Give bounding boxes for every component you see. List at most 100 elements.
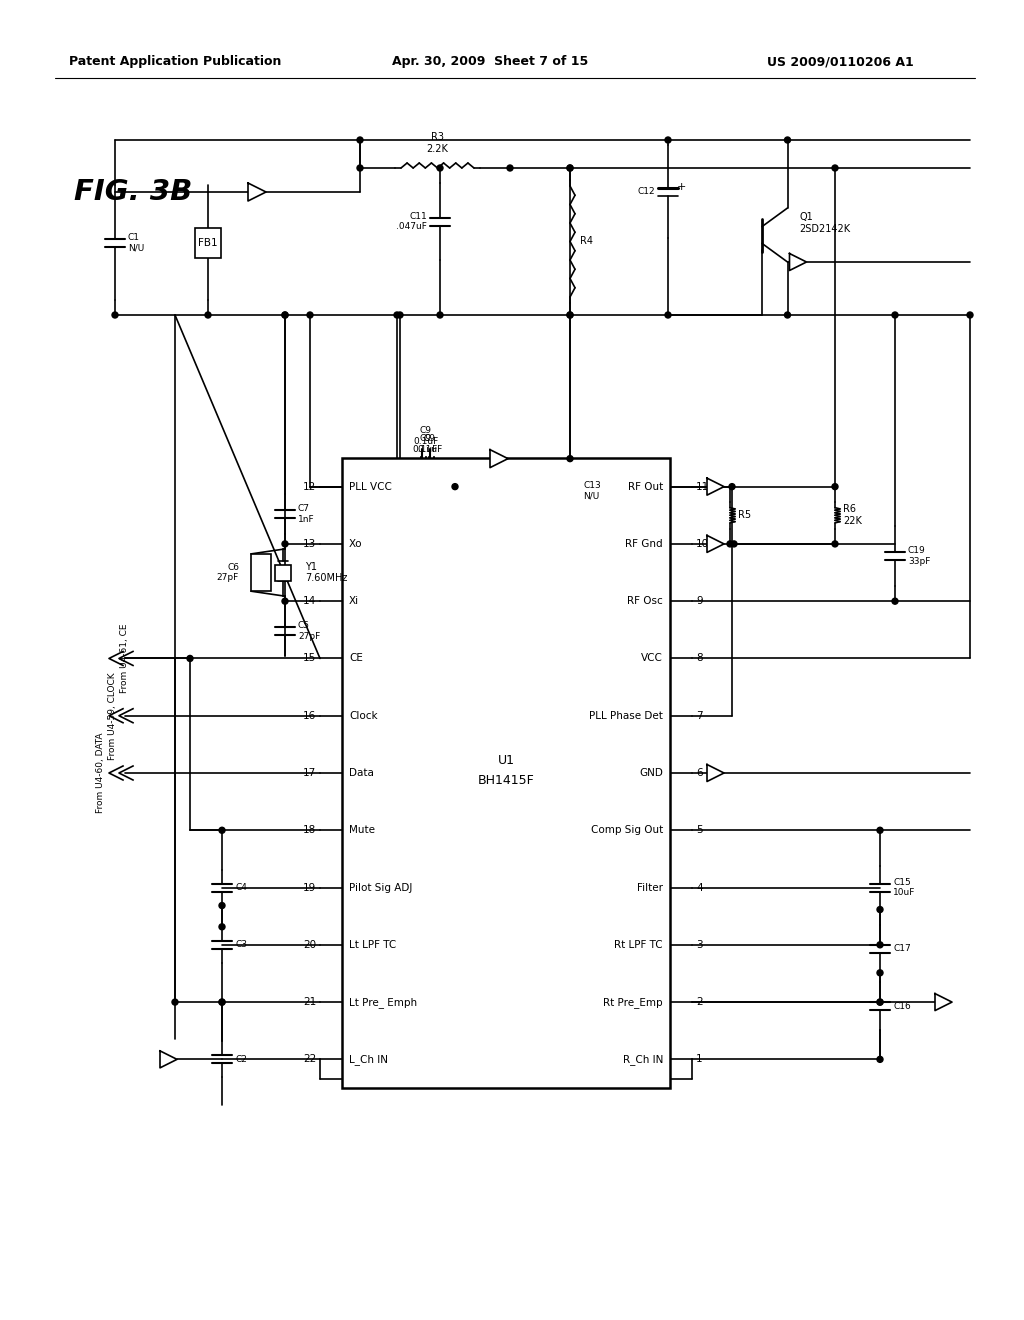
- Circle shape: [437, 312, 443, 318]
- Circle shape: [307, 312, 313, 318]
- Text: From U4-59, CLOCK: From U4-59, CLOCK: [108, 672, 117, 759]
- Text: 1: 1: [696, 1055, 702, 1064]
- Circle shape: [877, 907, 883, 912]
- Circle shape: [219, 999, 225, 1005]
- Text: From U4-61, CE: From U4-61, CE: [120, 624, 128, 693]
- Circle shape: [282, 541, 288, 546]
- Text: From U4-60, DATA: From U4-60, DATA: [95, 733, 104, 813]
- Text: 19: 19: [303, 883, 316, 892]
- Circle shape: [357, 165, 362, 172]
- Circle shape: [112, 312, 118, 318]
- Text: L_Ch IN: L_Ch IN: [349, 1053, 388, 1065]
- Text: 17: 17: [303, 768, 316, 777]
- Text: R_Ch IN: R_Ch IN: [623, 1053, 663, 1065]
- Text: GND: GND: [639, 768, 663, 777]
- Circle shape: [282, 312, 288, 318]
- Text: 8: 8: [696, 653, 702, 664]
- Text: C15
10uF: C15 10uF: [893, 878, 915, 898]
- Circle shape: [172, 999, 178, 1005]
- Text: Patent Application Publication: Patent Application Publication: [69, 55, 282, 69]
- Text: 22: 22: [303, 1055, 316, 1064]
- Text: BH1415F: BH1415F: [477, 775, 535, 788]
- Circle shape: [831, 165, 838, 172]
- Circle shape: [187, 656, 193, 661]
- Polygon shape: [707, 536, 724, 552]
- Text: 21: 21: [303, 997, 316, 1007]
- Text: C6
27pF: C6 27pF: [217, 562, 239, 582]
- Text: C1
N/U: C1 N/U: [128, 232, 144, 252]
- Text: Lt LPF TC: Lt LPF TC: [349, 940, 396, 950]
- Text: R5: R5: [738, 510, 752, 520]
- Circle shape: [507, 165, 513, 172]
- Text: C19
33pF: C19 33pF: [908, 546, 931, 565]
- Text: C12: C12: [637, 187, 655, 195]
- Text: R6
22K: R6 22K: [843, 504, 862, 525]
- Circle shape: [205, 312, 211, 318]
- Circle shape: [665, 137, 671, 143]
- Text: +: +: [676, 181, 686, 191]
- Text: 11: 11: [696, 482, 710, 491]
- Circle shape: [892, 598, 898, 605]
- Circle shape: [282, 312, 288, 318]
- Circle shape: [567, 455, 573, 462]
- Text: Data: Data: [349, 768, 374, 777]
- Text: 20: 20: [303, 940, 316, 950]
- Circle shape: [831, 541, 838, 546]
- Polygon shape: [248, 183, 266, 201]
- Circle shape: [357, 137, 362, 143]
- Circle shape: [727, 541, 733, 546]
- Text: Mute: Mute: [349, 825, 375, 836]
- Text: 7: 7: [696, 710, 702, 721]
- Circle shape: [967, 312, 973, 318]
- Polygon shape: [707, 478, 724, 495]
- Text: 9: 9: [696, 597, 702, 606]
- Text: 13: 13: [303, 539, 316, 549]
- Text: RF Gnd: RF Gnd: [626, 539, 663, 549]
- Polygon shape: [160, 1051, 177, 1068]
- Circle shape: [877, 828, 883, 833]
- Polygon shape: [935, 994, 952, 1011]
- Circle shape: [282, 598, 288, 605]
- Circle shape: [877, 941, 883, 948]
- Text: 6: 6: [696, 768, 702, 777]
- Text: RF Out: RF Out: [628, 482, 663, 491]
- Circle shape: [219, 903, 225, 908]
- Circle shape: [877, 970, 883, 975]
- Circle shape: [567, 165, 573, 172]
- Text: C5
27pF: C5 27pF: [298, 622, 321, 642]
- Polygon shape: [707, 764, 724, 781]
- Text: R3
2.2K: R3 2.2K: [426, 132, 447, 154]
- Circle shape: [729, 483, 735, 490]
- Text: Xo: Xo: [349, 539, 362, 549]
- Text: Rt LPF TC: Rt LPF TC: [614, 940, 663, 950]
- Text: 4: 4: [696, 883, 702, 892]
- Text: Pilot Sig ADJ: Pilot Sig ADJ: [349, 883, 413, 892]
- Circle shape: [831, 483, 838, 490]
- Text: VCC: VCC: [641, 653, 663, 664]
- Bar: [195, 227, 221, 257]
- Text: Clock: Clock: [349, 710, 378, 721]
- Text: FB1: FB1: [199, 238, 218, 248]
- Text: Q1
2SD2142K: Q1 2SD2142K: [800, 213, 851, 234]
- Text: FIG. 3B: FIG. 3B: [74, 178, 193, 206]
- Text: U1: U1: [498, 755, 514, 767]
- Text: 15: 15: [303, 653, 316, 664]
- Text: C9
0.1uF: C9 0.1uF: [413, 434, 437, 454]
- Text: C17: C17: [893, 944, 910, 953]
- Bar: [251, 554, 271, 591]
- Text: RF Osc: RF Osc: [628, 597, 663, 606]
- Text: C7
1nF: C7 1nF: [298, 504, 314, 524]
- Circle shape: [567, 165, 573, 172]
- Circle shape: [219, 924, 225, 929]
- Text: R4: R4: [580, 236, 593, 246]
- Text: C4: C4: [234, 883, 247, 892]
- Text: C2: C2: [234, 1055, 247, 1064]
- Text: CE: CE: [349, 653, 362, 664]
- Text: US 2009/0110206 A1: US 2009/0110206 A1: [767, 55, 913, 69]
- Polygon shape: [790, 253, 807, 271]
- Text: C3: C3: [234, 940, 247, 949]
- Text: Xi: Xi: [349, 597, 359, 606]
- Text: PLL VCC: PLL VCC: [349, 482, 392, 491]
- Circle shape: [567, 312, 573, 318]
- Text: 3: 3: [696, 940, 702, 950]
